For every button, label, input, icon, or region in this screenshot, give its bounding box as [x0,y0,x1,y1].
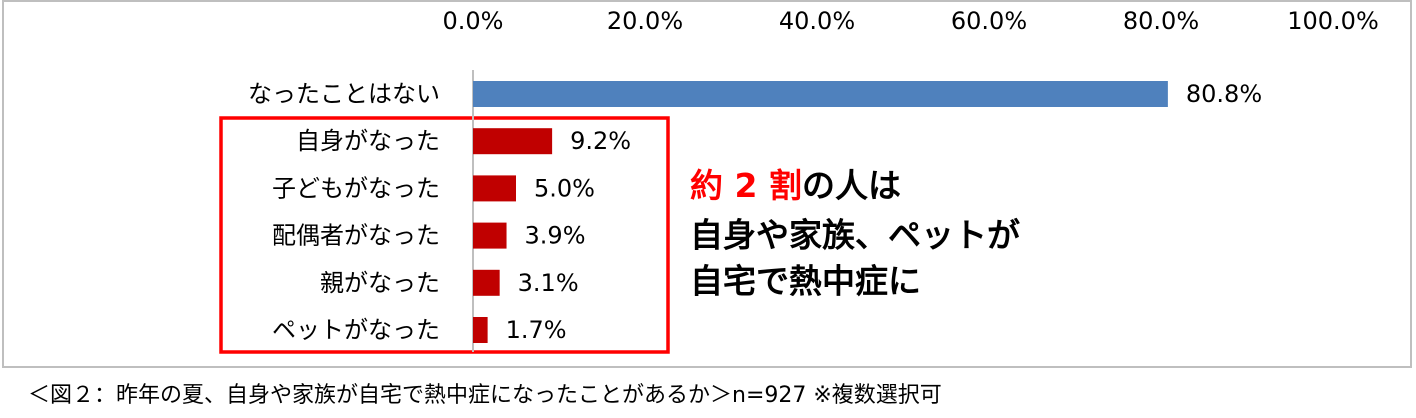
y-tick-label: 親がなった [320,269,440,297]
x-tick-label: 0.0% [443,7,504,35]
bar [473,81,1168,107]
bar [473,269,500,296]
x-tick-label: 20.0% [607,7,683,35]
y-tick-label: なったことはない [248,80,440,108]
value-label: 3.1% [518,269,579,297]
value-label: 3.9% [525,222,586,250]
frame [2,0,1412,368]
caption: ＜図２：昨年の夏、自身や家族が自宅で熱中症になったことがあるか＞n=927 ※複… [28,383,942,408]
y-tick-label: 子どもがなった [272,174,440,202]
annotation: 約 2 割の人は [690,166,901,205]
x-tick-label: 80.0% [1123,7,1199,35]
x-tick-label: 100.0% [1287,7,1379,35]
bar [473,175,516,202]
value-label: 5.0% [534,174,595,202]
value-label: 80.8% [1186,80,1262,108]
annotation-text: の人は [802,166,901,205]
annotation-text: 自身や家族、ペットが [690,216,1020,255]
value-label: 1.7% [506,316,567,344]
bar [473,128,553,155]
bar [473,222,507,249]
y-tick-label: 配偶者がなった [272,222,440,250]
x-tick-label: 40.0% [779,7,855,35]
value-label: 9.2% [570,127,631,155]
highlight-box [219,116,670,354]
y-tick-label: 自身がなった [296,127,440,155]
x-tick-label: 60.0% [951,7,1027,35]
annotation-highlight: 約 2 割 [690,166,802,205]
annotation-text: 自宅で熱中症に [690,262,921,301]
bar [473,317,488,343]
y-tick-label: ペットがなった [272,316,440,344]
